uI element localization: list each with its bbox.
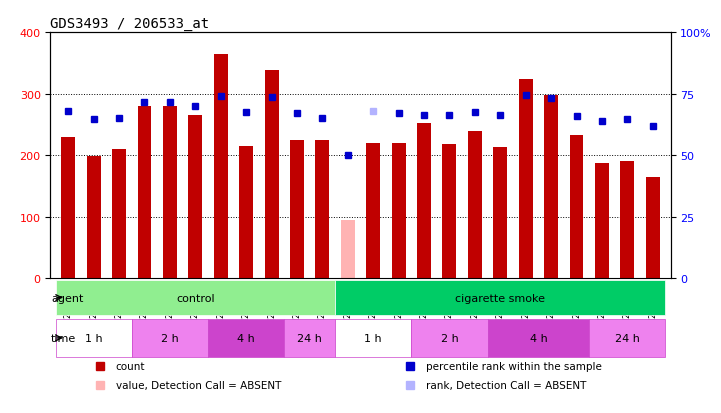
Text: GDS3493 / 206533_at: GDS3493 / 206533_at	[50, 17, 210, 31]
Bar	[163, 107, 177, 278]
Text: rank, Detection Call = ABSENT: rank, Detection Call = ABSENT	[425, 380, 586, 390]
Bar	[620, 162, 634, 278]
FancyBboxPatch shape	[411, 319, 487, 357]
Bar	[417, 124, 431, 278]
Text: time: time	[51, 333, 76, 343]
Text: 1 h: 1 h	[85, 333, 102, 343]
FancyBboxPatch shape	[132, 319, 208, 357]
Bar	[468, 131, 482, 278]
Bar	[570, 136, 583, 278]
Bar	[544, 96, 558, 278]
Bar	[265, 71, 278, 278]
Bar	[646, 177, 660, 278]
Text: percentile rank within the sample: percentile rank within the sample	[425, 361, 601, 371]
Bar	[239, 147, 253, 278]
Text: 24 h: 24 h	[615, 333, 640, 343]
Text: 4 h: 4 h	[237, 333, 255, 343]
Text: cigarette smoke: cigarette smoke	[455, 293, 545, 303]
Bar	[315, 140, 329, 278]
FancyBboxPatch shape	[335, 319, 411, 357]
Bar	[188, 115, 203, 278]
FancyBboxPatch shape	[208, 319, 284, 357]
FancyBboxPatch shape	[56, 280, 335, 315]
Bar	[87, 157, 101, 278]
FancyBboxPatch shape	[56, 319, 132, 357]
Bar	[443, 145, 456, 278]
Text: 2 h: 2 h	[161, 333, 179, 343]
Text: 1 h: 1 h	[364, 333, 382, 343]
Bar	[138, 107, 151, 278]
Bar	[112, 150, 126, 278]
FancyBboxPatch shape	[284, 319, 335, 357]
Bar	[392, 143, 406, 278]
Text: 4 h: 4 h	[529, 333, 547, 343]
Bar	[518, 80, 533, 278]
Bar	[366, 143, 380, 278]
Text: 24 h: 24 h	[297, 333, 322, 343]
Bar	[595, 164, 609, 278]
FancyBboxPatch shape	[487, 319, 589, 357]
Bar	[61, 138, 75, 278]
Bar	[341, 220, 355, 278]
Bar	[213, 55, 228, 278]
Text: agent: agent	[51, 293, 84, 303]
Text: count: count	[115, 361, 145, 371]
Text: 2 h: 2 h	[441, 333, 459, 343]
Bar	[493, 148, 508, 278]
Text: control: control	[176, 293, 215, 303]
FancyBboxPatch shape	[335, 280, 665, 315]
FancyBboxPatch shape	[589, 319, 665, 357]
Bar	[290, 140, 304, 278]
Text: value, Detection Call = ABSENT: value, Detection Call = ABSENT	[115, 380, 281, 390]
